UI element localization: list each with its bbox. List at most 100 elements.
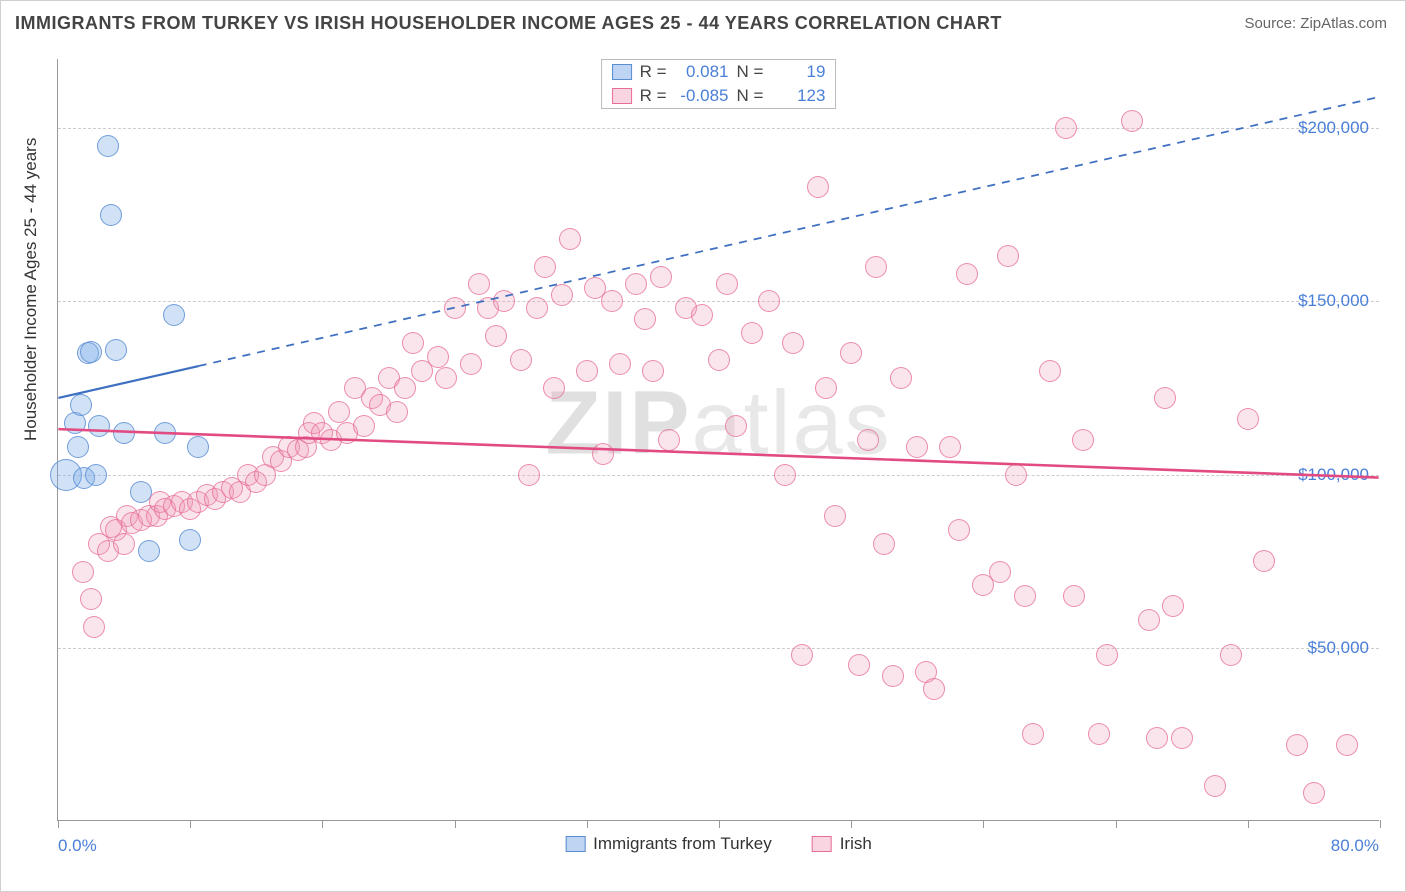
data-point — [163, 304, 185, 326]
data-point — [592, 443, 614, 465]
data-point — [72, 561, 94, 583]
x-tick — [190, 820, 191, 828]
data-point — [543, 377, 565, 399]
data-point — [576, 360, 598, 382]
data-point — [716, 273, 738, 295]
y-tick-label: $150,000 — [1298, 291, 1369, 311]
chart-title: IMMIGRANTS FROM TURKEY VS IRISH HOUSEHOL… — [15, 13, 1002, 34]
data-point — [890, 367, 912, 389]
data-point — [435, 367, 457, 389]
gridline — [58, 648, 1379, 649]
data-point — [1303, 782, 1325, 804]
gridline — [58, 301, 1379, 302]
data-point — [642, 360, 664, 382]
data-point — [113, 533, 135, 555]
data-point — [865, 256, 887, 278]
swatch-pink-icon — [612, 88, 632, 104]
data-point — [1220, 644, 1242, 666]
data-point — [1138, 609, 1160, 631]
data-point — [989, 561, 1011, 583]
data-point — [427, 346, 449, 368]
swatch-blue-icon — [565, 836, 585, 852]
data-point — [1055, 117, 1077, 139]
data-point — [105, 339, 127, 361]
data-point — [1162, 595, 1184, 617]
data-point — [1336, 734, 1358, 756]
data-point — [534, 256, 556, 278]
data-point — [741, 322, 763, 344]
data-point — [551, 284, 573, 306]
data-point — [353, 415, 375, 437]
data-point — [88, 415, 110, 437]
data-point — [601, 290, 623, 312]
data-point — [402, 332, 424, 354]
data-point — [526, 297, 548, 319]
data-point — [658, 429, 680, 451]
legend-item-turkey: Immigrants from Turkey — [565, 834, 772, 854]
data-point — [460, 353, 482, 375]
data-point — [824, 505, 846, 527]
data-point — [80, 341, 102, 363]
series-legend: Immigrants from Turkey Irish — [565, 834, 872, 854]
data-point — [906, 436, 928, 458]
data-point — [774, 464, 796, 486]
data-point — [1014, 585, 1036, 607]
data-point — [67, 436, 89, 458]
data-point — [1121, 110, 1143, 132]
data-point — [791, 644, 813, 666]
data-point — [113, 422, 135, 444]
x-tick — [322, 820, 323, 828]
data-point — [882, 665, 904, 687]
x-axis-min-label: 0.0% — [58, 836, 97, 856]
data-point — [1039, 360, 1061, 382]
data-point — [609, 353, 631, 375]
data-point — [138, 540, 160, 562]
swatch-blue-icon — [612, 64, 632, 80]
data-point — [1022, 723, 1044, 745]
legend-row-irish: R = -0.085 N = 123 — [602, 84, 836, 108]
data-point — [1146, 727, 1168, 749]
x-tick — [851, 820, 852, 828]
data-point — [1063, 585, 1085, 607]
data-point — [948, 519, 970, 541]
data-point — [1088, 723, 1110, 745]
x-tick — [587, 820, 588, 828]
swatch-pink-icon — [812, 836, 832, 852]
data-point — [873, 533, 895, 555]
y-tick-label: $200,000 — [1298, 118, 1369, 138]
data-point — [758, 290, 780, 312]
x-tick — [455, 820, 456, 828]
data-point — [70, 394, 92, 416]
x-tick — [983, 820, 984, 828]
data-point — [1096, 644, 1118, 666]
x-tick — [58, 820, 59, 828]
data-point — [923, 678, 945, 700]
data-point — [187, 436, 209, 458]
x-tick — [1116, 820, 1117, 828]
data-point — [328, 401, 350, 423]
data-point — [840, 342, 862, 364]
data-point — [1154, 387, 1176, 409]
data-point — [154, 422, 176, 444]
data-point — [956, 263, 978, 285]
data-point — [97, 135, 119, 157]
data-point — [444, 297, 466, 319]
chart-container: IMMIGRANTS FROM TURKEY VS IRISH HOUSEHOL… — [0, 0, 1406, 892]
data-point — [997, 245, 1019, 267]
x-tick — [1380, 820, 1381, 828]
data-point — [857, 429, 879, 451]
data-point — [807, 176, 829, 198]
data-point — [1072, 429, 1094, 451]
data-point — [510, 349, 532, 371]
data-point — [1286, 734, 1308, 756]
x-tick — [1248, 820, 1249, 828]
data-point — [559, 228, 581, 250]
data-point — [85, 464, 107, 486]
data-point — [179, 529, 201, 551]
trend-lines — [58, 59, 1379, 820]
data-point — [625, 273, 647, 295]
correlation-legend: R = 0.081 N = 19 R = -0.085 N = 123 — [601, 59, 837, 109]
data-point — [815, 377, 837, 399]
legend-row-turkey: R = 0.081 N = 19 — [602, 60, 836, 84]
data-point — [1171, 727, 1193, 749]
